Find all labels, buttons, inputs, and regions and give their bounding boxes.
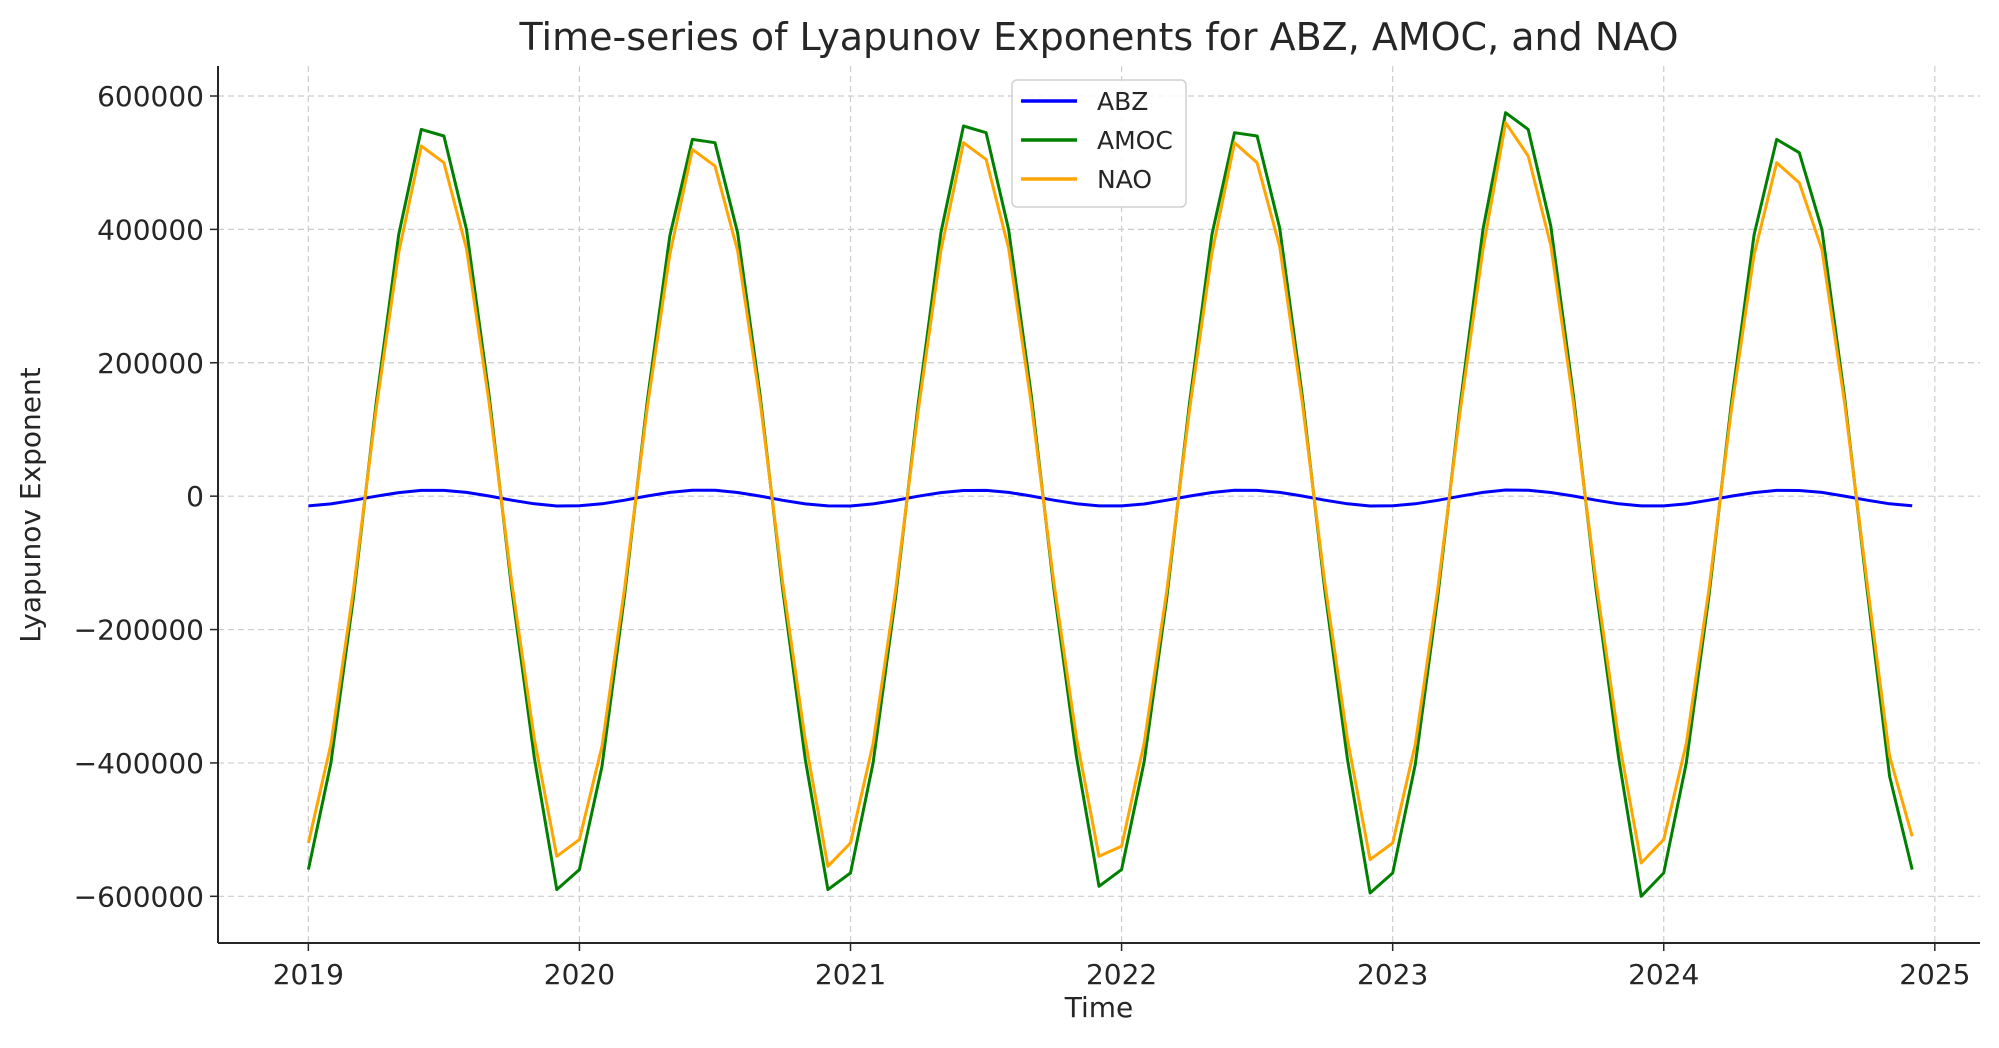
legend-label-amoc: AMOC <box>1097 126 1173 155</box>
y-tick-label: −200000 <box>74 614 204 647</box>
y-tick-label: 200000 <box>97 347 204 380</box>
y-axis-label: Lyapunov Exponent <box>14 367 47 643</box>
y-tick-label: 400000 <box>97 213 204 246</box>
y-tick-label: −600000 <box>74 880 204 913</box>
x-tick-label: 2020 <box>544 958 615 991</box>
series-line-nao <box>306 121 1914 868</box>
series-line-amoc <box>306 111 1914 898</box>
y-tick-label: 600000 <box>97 80 204 113</box>
legend-label-nao: NAO <box>1097 165 1152 194</box>
x-tick-label: 2019 <box>273 958 344 991</box>
x-tick-label: 2025 <box>1899 958 1970 991</box>
legend-box <box>1011 79 1187 208</box>
y-tick-label: 0 <box>186 480 204 513</box>
axes: 2019 2020 2021 2022 2023 2024 2025 −600000 −4000… <box>74 66 1980 991</box>
series-group <box>306 111 1914 898</box>
x-tick-label: 2023 <box>1357 958 1428 991</box>
grid <box>218 66 1980 943</box>
x-tick-label: 2024 <box>1628 958 1699 991</box>
x-tick-label: 2022 <box>1086 958 1157 991</box>
series-line-abz <box>308 488 1913 508</box>
x-axis-label: Time <box>1064 991 1134 1024</box>
chart-title: Time-series of Lyapunov Exponents for AB… <box>519 15 1679 59</box>
y-tick-label: −400000 <box>74 747 204 780</box>
legend-label-abz: ABZ <box>1097 87 1148 116</box>
legend: ABZ AMOC NAO <box>1011 79 1187 208</box>
x-tick-label: 2021 <box>815 958 886 991</box>
